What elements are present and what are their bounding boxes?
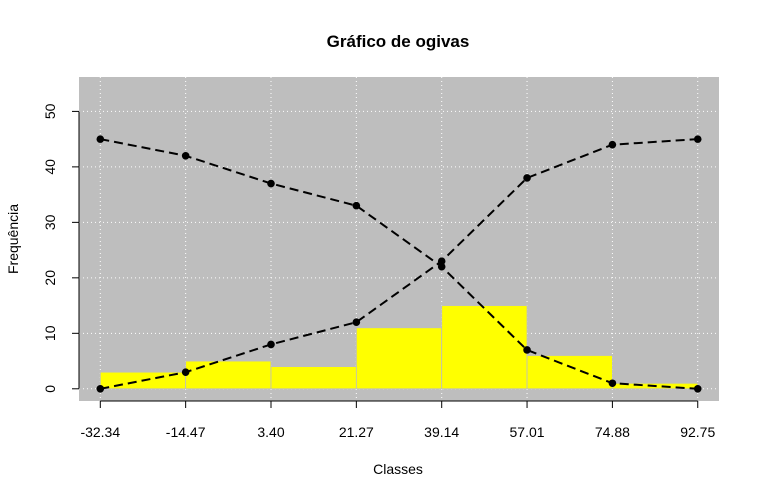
ogive-point-ogive-ascending-4: [437, 257, 446, 265]
y-tick-label-1: 10: [42, 325, 58, 341]
ogive-point-ogive-ascending-0: [96, 384, 105, 393]
ogive-point-ogive-descending-6: [608, 379, 617, 388]
ogive-point-ogive-descending-1: [181, 151, 190, 160]
ogive-point-ogive-descending-5: [523, 346, 531, 354]
chart-title: Gráfico de ogivas: [327, 32, 470, 51]
x-tick-label-7: 92.75: [680, 424, 715, 440]
histogram-bar-4: [441, 305, 528, 390]
y-tick-label-0: 0: [42, 385, 58, 393]
x-tick-label-5: 57.01: [510, 424, 545, 440]
ogive-line-ogive-descending: [100, 138, 698, 390]
ogive-point-ogive-descending-3: [352, 201, 361, 210]
x-tick-label-0: -32.34: [80, 424, 120, 440]
x-tick-label-1: -14.47: [166, 424, 206, 440]
x-axis-label: Classes: [373, 461, 423, 477]
ogive-point-ogive-ascending-1: [181, 368, 190, 376]
ogive-point-ogive-descending-0: [96, 135, 105, 143]
ogive-line-ogive-ascending: [100, 138, 698, 390]
y-tick-label-4: 40: [42, 159, 58, 175]
histogram-bar-5: [526, 355, 613, 390]
histogram-bar-3: [355, 327, 443, 390]
ogive-point-ogive-ascending-2: [267, 340, 275, 349]
x-tick-label-6: 74.88: [595, 424, 630, 440]
y-tick-label-2: 20: [42, 270, 58, 286]
ogive-lines: [96, 135, 702, 393]
ogive-point-ogive-descending-2: [267, 179, 275, 188]
x-tick-label-4: 39.14: [424, 424, 459, 440]
histogram-bar-1: [185, 360, 272, 390]
ogive-point-ogive-descending-4: [437, 262, 446, 271]
y-tick-label-5: 50: [42, 103, 58, 119]
y-axis-label: Frequência: [5, 204, 21, 274]
histogram-bar-2: [270, 366, 357, 390]
x-tick-label-3: 21.27: [339, 424, 374, 440]
y-tick-label-3: 30: [42, 214, 58, 230]
ogive-point-ogive-ascending-6: [608, 140, 617, 149]
x-tick-label-2: 3.40: [257, 424, 284, 440]
ogive-point-ogive-ascending-3: [352, 318, 361, 327]
axes: -32.34 -14.47 3.40 21.27 39.14 57.01 74.88 92.7…: [42, 103, 715, 440]
ogive-point-ogive-descending-7: [693, 384, 702, 393]
ogive-point-ogive-ascending-7: [693, 135, 702, 143]
ogive-point-ogive-ascending-5: [523, 174, 531, 182]
